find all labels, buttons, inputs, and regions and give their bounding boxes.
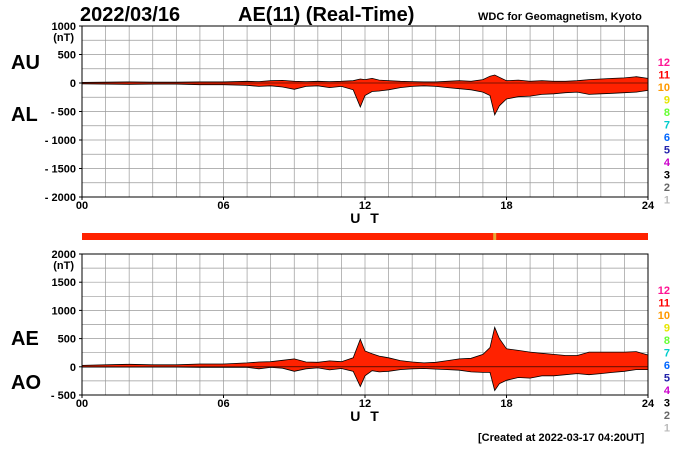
y-unit-label: (nT) bbox=[53, 32, 74, 44]
x-tick-label: 18 bbox=[500, 398, 512, 410]
y-tick-label: - 500 bbox=[51, 107, 76, 119]
chart-title: AE(11) (Real-Time) bbox=[238, 4, 415, 26]
x-tick-label: 06 bbox=[217, 200, 229, 212]
ae-label: AE bbox=[11, 328, 39, 350]
station-count-label: 11 bbox=[658, 70, 670, 82]
y-tick-label: 2000 bbox=[52, 249, 76, 261]
station-count-label: 3 bbox=[664, 398, 670, 410]
x-tick-label: 18 bbox=[500, 200, 512, 212]
station-availability-bar bbox=[82, 233, 648, 240]
station-count-label: 2 bbox=[664, 182, 670, 194]
station-count-label: 10 bbox=[658, 310, 670, 322]
series-line-ae bbox=[81, 325, 649, 366]
al-label: AL bbox=[11, 104, 38, 126]
x-tick-label: 06 bbox=[217, 398, 229, 410]
station-count-label: 8 bbox=[664, 107, 670, 119]
station-count-label: 1 bbox=[664, 195, 670, 207]
station-availability-gap bbox=[493, 233, 497, 240]
ao-label: AO bbox=[11, 372, 41, 394]
x-tick-label: 00 bbox=[76, 200, 88, 212]
data-envelope bbox=[82, 327, 648, 391]
y-tick-label: 0 bbox=[70, 78, 76, 90]
station-count-label: 10 bbox=[658, 82, 670, 94]
y-tick-label: 0 bbox=[70, 362, 76, 374]
x-tick-label: 12 bbox=[359, 200, 371, 212]
x-axis-label: U T bbox=[350, 210, 382, 226]
station-count-label: 8 bbox=[664, 335, 670, 347]
station-count-label: 5 bbox=[664, 373, 670, 385]
created-timestamp: [Created at 2022-03-17 04:20UT] bbox=[478, 432, 645, 444]
station-count-label: 7 bbox=[664, 348, 670, 360]
station-count-label: 6 bbox=[664, 132, 670, 144]
station-count-label: 4 bbox=[664, 385, 671, 397]
y-tick-label: 500 bbox=[58, 334, 76, 346]
y-tick-label: - 1000 bbox=[45, 135, 76, 147]
station-count-label: 9 bbox=[664, 95, 670, 107]
y-tick-label: 1000 bbox=[52, 305, 76, 317]
x-tick-label: 12 bbox=[359, 398, 371, 410]
data-source: WDC for Geomagnetism, Kyoto bbox=[478, 11, 642, 23]
y-tick-label: 500 bbox=[58, 50, 76, 62]
y-tick-label: 1500 bbox=[52, 277, 76, 289]
station-count-label: 12 bbox=[658, 57, 670, 69]
y-tick-label: - 500 bbox=[51, 390, 76, 402]
station-count-label: 11 bbox=[658, 298, 670, 310]
station-count-label: 4 bbox=[664, 157, 671, 169]
series-line-au bbox=[81, 74, 649, 83]
station-count-label: 12 bbox=[658, 285, 670, 297]
y-tick-label: - 1500 bbox=[45, 164, 76, 176]
station-count-label: 5 bbox=[664, 145, 670, 157]
y-tick-label: 1000 bbox=[52, 21, 76, 33]
station-count-label: 9 bbox=[664, 323, 670, 335]
chart-date: 2022/03/16 bbox=[80, 4, 181, 26]
x-tick-label: 24 bbox=[642, 200, 655, 212]
station-count-label: 2 bbox=[664, 410, 670, 422]
x-tick-label: 00 bbox=[76, 398, 88, 410]
x-tick-label: 24 bbox=[642, 398, 655, 410]
station-count-label: 6 bbox=[664, 360, 670, 372]
panel-au-al: 1000 500 0 - 500 - 1000 - 1500 - 2000 (nT) 00 06 1… bbox=[45, 21, 671, 226]
station-count-label: 1 bbox=[664, 423, 670, 435]
series-line-al bbox=[81, 83, 649, 117]
data-envelope bbox=[82, 75, 648, 115]
y-unit-label: (nT) bbox=[53, 260, 74, 272]
x-axis-label: U T bbox=[350, 408, 382, 424]
series-line-ao bbox=[82, 366, 648, 392]
station-count-label: 7 bbox=[664, 120, 670, 132]
y-tick-label: - 2000 bbox=[45, 192, 76, 204]
station-count-label: 3 bbox=[664, 170, 670, 182]
au-label: AU bbox=[11, 52, 40, 74]
